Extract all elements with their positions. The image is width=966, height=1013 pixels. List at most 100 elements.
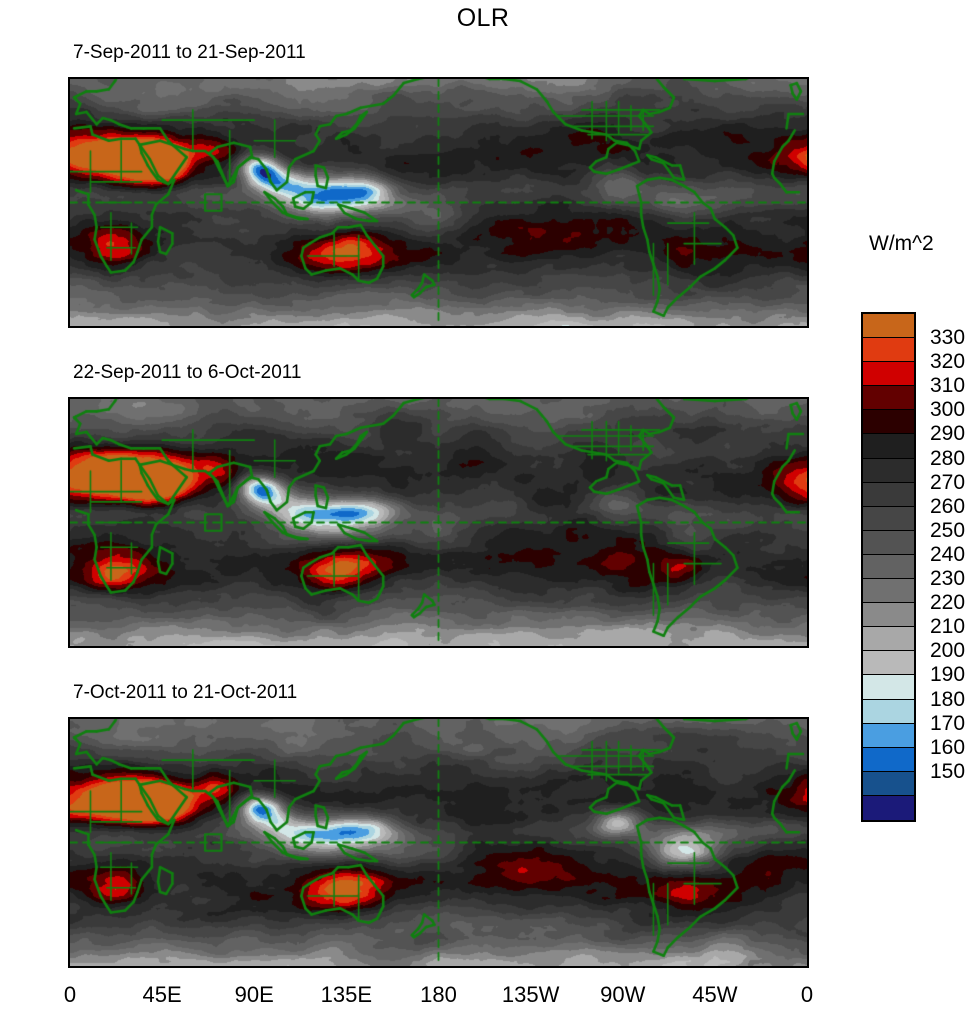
colorbar-band <box>863 506 914 531</box>
y-axis-minor-tick-right <box>807 733 809 735</box>
x-axis-tick-bottom <box>714 326 716 328</box>
x-axis-label: 90W <box>600 982 646 1007</box>
x-axis-minor-tick-bottom <box>100 966 102 968</box>
x-axis-tick-top <box>345 77 347 79</box>
x-axis-tick-bottom <box>438 326 440 328</box>
y-axis-minor-tick <box>68 764 70 766</box>
x-axis-tick-top <box>253 717 255 719</box>
y-axis-minor-tick-right <box>807 764 809 766</box>
x-axis-minor-tick-bottom <box>284 646 286 648</box>
y-axis-minor-tick-right <box>807 630 809 632</box>
x-axis-minor-tick-bottom <box>315 646 317 648</box>
y-axis-minor-tick-right <box>807 279 809 281</box>
x-axis-tick-top <box>345 717 347 719</box>
y-axis-tick-right <box>807 263 809 265</box>
x-axis-tick-bottom <box>622 326 624 328</box>
x-axis-minor-tick-bottom <box>315 966 317 968</box>
y-axis-tick <box>68 109 70 111</box>
x-axis-minor-tick-top <box>315 77 317 79</box>
y-axis-minor-tick <box>68 93 70 95</box>
colorbar-tick-label: 160 <box>930 735 966 759</box>
x-axis-minor-tick-top <box>775 717 777 719</box>
x-axis-tick-top <box>530 397 532 399</box>
x-axis-minor-tick-bottom <box>192 966 194 968</box>
y-axis-tick <box>68 552 70 554</box>
x-axis-tick-bottom <box>161 966 163 968</box>
y-axis-tick-right <box>807 325 809 327</box>
x-axis-minor-tick-top <box>591 717 593 719</box>
x-axis-tick-bottom <box>253 966 255 968</box>
x-axis-minor-tick-top <box>315 717 317 719</box>
x-axis-label: 90E <box>234 982 274 1007</box>
x-axis-minor-tick-bottom <box>223 326 225 328</box>
y-axis-minor-tick <box>68 248 70 250</box>
y-axis-minor-tick-right <box>807 795 809 797</box>
x-axis-tick-top <box>806 717 808 719</box>
y-axis-minor-tick <box>68 857 70 859</box>
x-axis-tick-bottom <box>806 646 808 648</box>
x-axis-minor-tick-top <box>499 717 501 719</box>
panel-title: 7-Sep-2011 to 21-Sep-2011 <box>73 42 306 63</box>
x-axis-minor-tick-top <box>775 397 777 399</box>
x-axis-tick-top <box>622 77 624 79</box>
x-axis-minor-tick-bottom <box>407 966 409 968</box>
y-axis-tick <box>68 903 70 905</box>
colorbar-tick-label: 280 <box>930 446 966 470</box>
y-axis-minor-tick <box>68 155 70 157</box>
x-axis-tick-bottom <box>161 646 163 648</box>
y-axis-minor-tick-right <box>807 599 809 601</box>
x-axis-label: 0 <box>800 982 814 1007</box>
y-axis-tick <box>68 522 70 524</box>
y-axis-minor-tick-right <box>807 124 809 126</box>
y-axis-minor-tick-right <box>807 568 809 570</box>
y-axis-minor-tick <box>68 217 70 219</box>
y-axis-tick <box>68 842 70 844</box>
y-axis-tick-right <box>807 872 809 874</box>
y-axis-tick <box>68 232 70 234</box>
map-panel[interactable]: 60N45N30N15N015S30S45S60S <box>68 717 809 968</box>
x-axis-minor-tick-top <box>407 397 409 399</box>
x-axis-label: 135W <box>501 982 560 1007</box>
map-panel[interactable]: 60N45N30N15N015S30S45S60S <box>68 397 809 648</box>
x-axis-minor-tick-bottom <box>499 646 501 648</box>
colorbar-band <box>863 675 914 700</box>
y-axis-minor-tick-right <box>807 155 809 157</box>
x-axis-minor-tick-top <box>499 77 501 79</box>
x-axis-tick-bottom <box>530 326 532 328</box>
map-panel[interactable]: 60N45N30N15N015S30S45S60S <box>68 77 809 328</box>
y-axis-minor-tick <box>68 124 70 126</box>
x-axis-tick-bottom <box>806 326 808 328</box>
x-axis-minor-tick-bottom <box>223 966 225 968</box>
x-axis-minor-tick-top <box>192 397 194 399</box>
x-axis-minor-tick-top <box>100 77 102 79</box>
y-axis-tick <box>68 583 70 585</box>
colorbar-band <box>863 458 914 483</box>
y-axis-tick-right <box>807 614 809 616</box>
x-axis-minor-tick-bottom <box>560 646 562 648</box>
colorbar-band <box>863 651 914 676</box>
y-axis-tick-right <box>807 232 809 234</box>
y-axis-minor-tick <box>68 475 70 477</box>
x-axis-minor-tick-bottom <box>468 966 470 968</box>
x-axis-tick-top <box>530 77 532 79</box>
x-axis-label: 135E <box>320 982 373 1007</box>
x-axis-minor-tick-top <box>376 717 378 719</box>
y-axis-tick-right <box>807 460 809 462</box>
x-axis-tick-top <box>253 397 255 399</box>
x-axis-tick-bottom <box>714 646 716 648</box>
y-axis-minor-tick <box>68 950 70 952</box>
y-axis-tick-right <box>807 552 809 554</box>
y-axis-minor-tick-right <box>807 310 809 312</box>
y-axis-tick-right <box>807 429 809 431</box>
x-axis-minor-tick-bottom <box>192 326 194 328</box>
y-axis-tick-right <box>807 171 809 173</box>
x-axis-minor-tick-bottom <box>652 646 654 648</box>
colorbar[interactable] <box>861 312 916 822</box>
x-axis-tick-bottom <box>69 326 71 328</box>
y-axis-minor-tick <box>68 444 70 446</box>
x-axis-minor-tick-top <box>223 397 225 399</box>
colorbar-tick-label: 290 <box>930 422 966 446</box>
x-axis-tick-top <box>714 77 716 79</box>
x-axis-label: 0 <box>63 982 77 1007</box>
colorbar-band <box>863 603 914 628</box>
